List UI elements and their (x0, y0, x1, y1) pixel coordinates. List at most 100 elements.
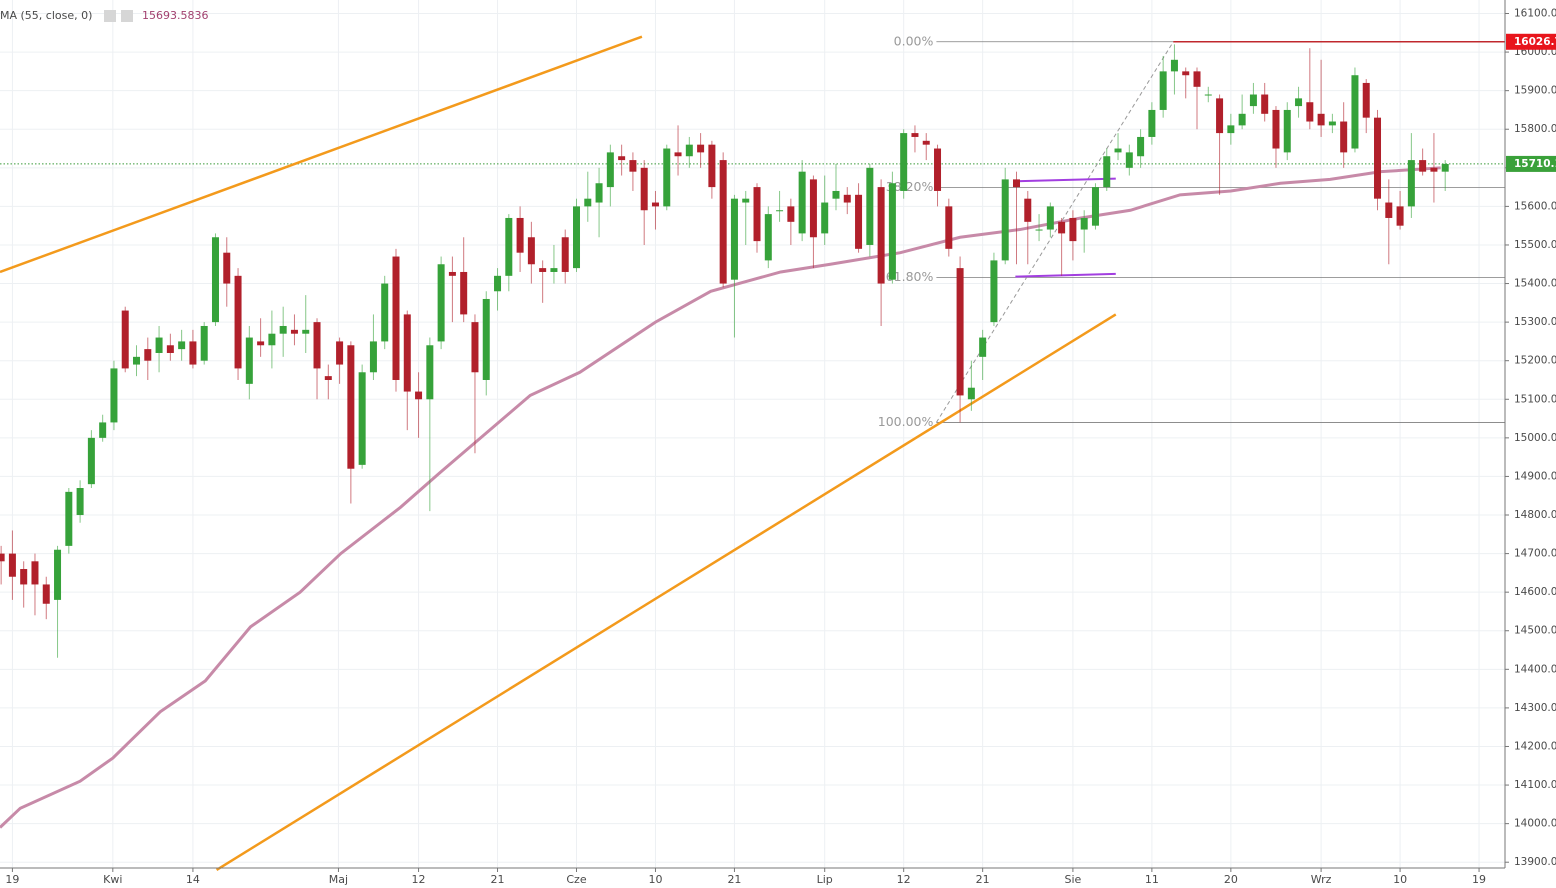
candle-body (313, 322, 321, 369)
candle-body (685, 144, 693, 157)
fib-trend (935, 41, 1174, 423)
candle-body (1295, 98, 1303, 107)
candle-body (211, 237, 219, 323)
candle-body (584, 198, 592, 207)
y-tick-label: 14600.0 (1514, 586, 1556, 598)
candle-body (708, 144, 716, 188)
x-tick-label: 21 (976, 873, 990, 886)
candle-body (798, 171, 806, 234)
y-tick-label: 14200.0 (1514, 740, 1556, 752)
candle-body (855, 194, 863, 249)
candle-body (911, 133, 919, 137)
candle-body (1024, 198, 1032, 222)
candle-body (1193, 71, 1201, 87)
candle-body (1148, 109, 1156, 137)
candle-body (0, 553, 5, 562)
candle-body (888, 183, 896, 280)
candle-body (437, 264, 445, 342)
candle-body (877, 187, 885, 284)
candle-body (1012, 179, 1020, 188)
candle-body (133, 356, 141, 365)
candle-body (516, 217, 524, 253)
price-badge-label: 16026.7 (1514, 36, 1556, 48)
y-tick-label: 14500.0 (1514, 625, 1556, 637)
y-tick-label: 14400.0 (1514, 663, 1556, 675)
candle-body (809, 179, 817, 238)
trend-line (215, 313, 1117, 871)
candle-body (324, 376, 332, 380)
candle-body (369, 341, 377, 373)
candle-body (595, 183, 603, 203)
candle-body (1306, 102, 1314, 122)
candle-body (821, 202, 829, 234)
candle-body (1328, 121, 1336, 126)
candle-body (1091, 187, 1099, 226)
candle-body (539, 268, 547, 272)
settings-icon[interactable] (104, 10, 116, 22)
candle-body (990, 260, 998, 323)
x-tick-label: 19 (5, 873, 19, 886)
candle-body (223, 252, 231, 284)
candle-body (900, 133, 908, 191)
candle-body (1080, 217, 1088, 230)
candle-body (1204, 94, 1212, 96)
x-tick-label: 19 (1472, 873, 1486, 886)
candle-body (1170, 59, 1178, 72)
candle-body (934, 148, 942, 191)
candle-body (245, 337, 253, 384)
candle-body (1137, 136, 1145, 157)
x-tick-label: 20 (1224, 873, 1238, 886)
price-badge (1506, 155, 1556, 172)
y-tick-label: 16100.0 (1514, 8, 1556, 20)
candle-body (31, 561, 39, 585)
candle-body (1261, 94, 1269, 114)
y-tick-label: 15500.0 (1514, 239, 1556, 251)
candle-body (358, 372, 366, 465)
candle-body (730, 198, 738, 280)
candle-body (290, 329, 298, 334)
y-tick-label: 15800.0 (1514, 123, 1556, 135)
y-tick-label: 15100.0 (1514, 393, 1556, 405)
trend-line (1015, 272, 1116, 278)
candle-body (945, 206, 953, 249)
y-tick-label: 14300.0 (1514, 702, 1556, 714)
candle-body (1351, 75, 1359, 149)
candle-body (956, 268, 964, 396)
candle-body (674, 152, 682, 157)
candle-body (347, 345, 355, 469)
candle-body (922, 140, 930, 145)
candle-body (257, 341, 265, 346)
legend-name: MA (55, close, 0) (0, 9, 92, 22)
candle-body (144, 349, 152, 361)
candle-body (573, 206, 581, 269)
candle-body (178, 341, 186, 350)
candle-body (302, 329, 310, 334)
candle-body (1362, 82, 1370, 118)
y-tick-label: 14100.0 (1514, 779, 1556, 791)
x-tick-label: 12 (412, 873, 426, 886)
candle-body (1238, 113, 1246, 126)
x-tick-label: 10 (1393, 873, 1407, 886)
y-tick-label: 15400.0 (1514, 278, 1556, 290)
x-tick-label: 21 (727, 873, 741, 886)
candle-body (787, 206, 795, 222)
y-tick-label: 15200.0 (1514, 355, 1556, 367)
candle-body (776, 210, 784, 212)
candle-body (1441, 163, 1449, 172)
y-tick-label: 14700.0 (1514, 548, 1556, 560)
candle-body (1103, 156, 1111, 188)
candle-body (618, 156, 626, 161)
legend: MA (55, close, 0) 15693.5836 (0, 9, 208, 22)
x-tick-label: 21 (491, 873, 505, 886)
candle-body (65, 491, 73, 546)
candle-body (336, 341, 344, 365)
close-icon[interactable] (121, 10, 133, 22)
candle-body (155, 337, 163, 353)
candle-body (494, 275, 502, 292)
candle-body (753, 187, 761, 242)
candle-body (1182, 71, 1190, 76)
candle-body (403, 314, 411, 392)
candle-body (979, 337, 987, 357)
candle-body (471, 322, 479, 373)
